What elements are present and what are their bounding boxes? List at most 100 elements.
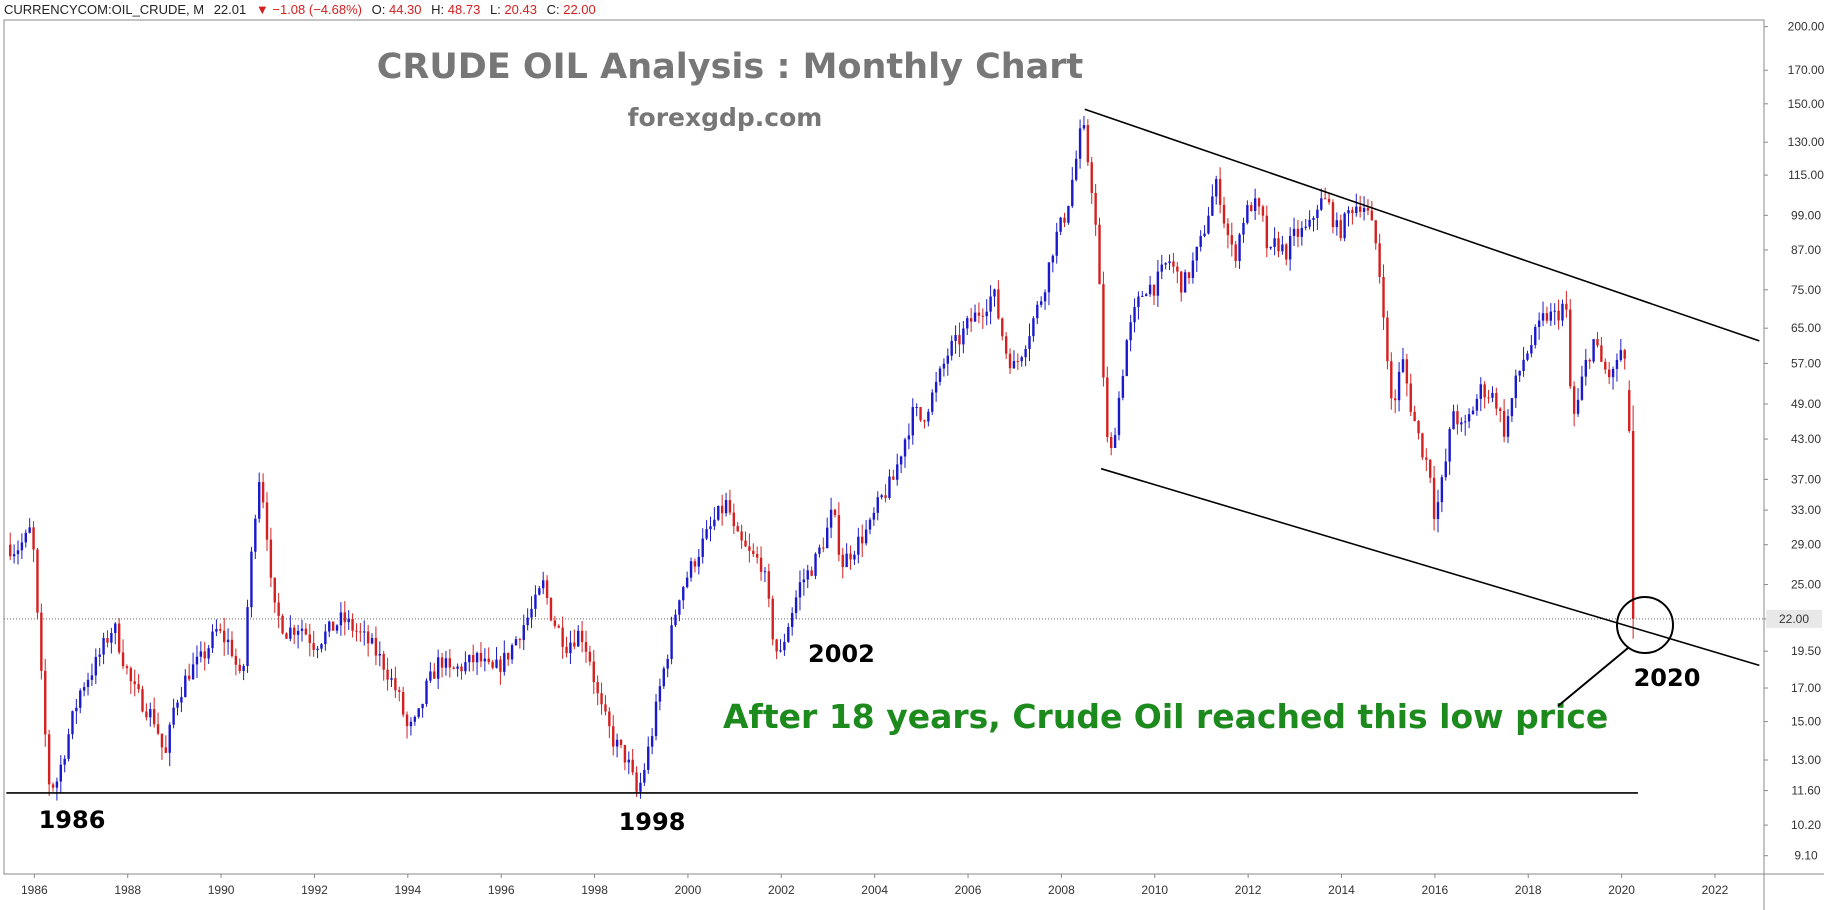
high-value: 48.73 — [448, 2, 481, 17]
candle-body — [1607, 369, 1611, 378]
candle-body — [1211, 196, 1214, 216]
candle-body — [1518, 370, 1521, 376]
candle-body — [845, 553, 848, 568]
candle-body — [479, 652, 483, 662]
candle-body — [98, 654, 101, 657]
y-tick-label: 17.00 — [1791, 681, 1821, 695]
candle-body — [1082, 125, 1086, 129]
candle-body — [1565, 303, 1568, 310]
close-value: 22.00 — [563, 2, 596, 17]
y-tick-label: 99.00 — [1791, 208, 1821, 222]
low-label: L: — [490, 2, 501, 17]
candle-body — [1452, 411, 1455, 430]
channel-lower-line[interactable] — [1100, 467, 1760, 667]
candle-body — [1078, 128, 1082, 159]
candle-body — [1436, 502, 1440, 520]
candle-body — [643, 769, 646, 783]
candle-body — [1362, 208, 1366, 212]
candle-body — [304, 628, 308, 635]
candle-body — [1059, 217, 1062, 232]
candle-body — [1393, 398, 1397, 401]
candle-body — [1619, 350, 1623, 360]
candle-body — [1063, 217, 1066, 223]
candle-body — [1067, 206, 1070, 223]
candle-body — [682, 587, 685, 601]
candle-body — [1347, 210, 1350, 214]
x-tick-label: 2018 — [1515, 883, 1542, 897]
candle-body — [110, 633, 113, 643]
time-axis[interactable]: 1986 1988 1990 1992 1994 1996 1998 2000 2002 2004… — [21, 874, 1729, 897]
candle-body — [168, 724, 171, 753]
candle-body — [464, 662, 467, 672]
candle-body — [919, 407, 922, 421]
candle-body — [1008, 353, 1012, 369]
candle-body — [744, 540, 747, 547]
candle-body — [1109, 436, 1113, 449]
plot-area[interactable] — [3, 19, 1765, 875]
channel-upper-line[interactable] — [1084, 108, 1760, 342]
candle-body — [440, 657, 444, 668]
candle-body — [1312, 218, 1315, 220]
candle-body — [44, 670, 47, 735]
change-value: −1.08 (−4.68%) — [272, 2, 362, 17]
candle-body — [1409, 383, 1412, 412]
candle-body — [1483, 384, 1486, 398]
candle-body — [1561, 303, 1564, 321]
candle-body — [510, 645, 514, 660]
candle-body — [1036, 304, 1039, 319]
candle-body — [1553, 310, 1556, 312]
candle-body — [1269, 246, 1272, 249]
candle-body — [958, 335, 961, 345]
candle-body — [732, 512, 736, 527]
candle-body — [1195, 246, 1198, 261]
y-tick-label: 37.00 — [1791, 472, 1821, 486]
candle-body — [1572, 386, 1576, 414]
trend-lines[interactable] — [6, 108, 1760, 794]
y-tick-label: 75.00 — [1791, 283, 1821, 297]
candle-body — [335, 625, 339, 631]
candle-body — [246, 607, 249, 667]
low-highlight-circle — [1616, 596, 1674, 654]
candle-body — [588, 651, 592, 662]
candle-body — [293, 627, 296, 635]
y-tick-label: 25.00 — [1791, 578, 1821, 592]
candle-body — [853, 554, 856, 560]
candle-body — [557, 625, 560, 628]
candle-body — [1366, 208, 1370, 211]
candle-body — [324, 631, 327, 645]
candle-body — [545, 580, 549, 599]
candle-body — [1308, 219, 1311, 227]
candle-body — [1234, 244, 1237, 262]
candle-body — [1199, 236, 1202, 247]
candle-body — [460, 666, 463, 672]
candle-body — [370, 637, 374, 644]
candle-body — [1012, 361, 1016, 369]
candle-body — [1121, 376, 1125, 398]
candle-body — [1611, 368, 1615, 378]
candle-body — [1401, 359, 1405, 372]
candle-body — [1047, 262, 1051, 293]
candle-body — [1405, 359, 1409, 384]
candle-body — [320, 644, 323, 649]
candle-body — [997, 289, 1000, 319]
candle-body — [1464, 421, 1467, 423]
candle-body — [59, 764, 62, 782]
candle-body — [989, 296, 992, 312]
candle-body — [106, 638, 109, 643]
candle-body — [771, 598, 774, 640]
price-axis[interactable]: 200.00 170.00 150.00 130.00 115.00 99.00 87.00… — [1764, 20, 1824, 863]
candle-body — [258, 482, 261, 519]
candle-body — [1588, 359, 1591, 362]
x-tick-label: 2012 — [1235, 883, 1262, 897]
candle-body — [1537, 320, 1541, 327]
candle-body — [191, 664, 195, 680]
candle-body — [1016, 361, 1020, 363]
candle-body — [1323, 198, 1327, 200]
candle-body — [802, 579, 806, 583]
candle-body — [1569, 309, 1572, 387]
candle-body — [763, 571, 767, 573]
label-1998: 1998 — [619, 808, 686, 836]
candle-body — [514, 639, 518, 646]
candle-body — [1378, 243, 1381, 277]
